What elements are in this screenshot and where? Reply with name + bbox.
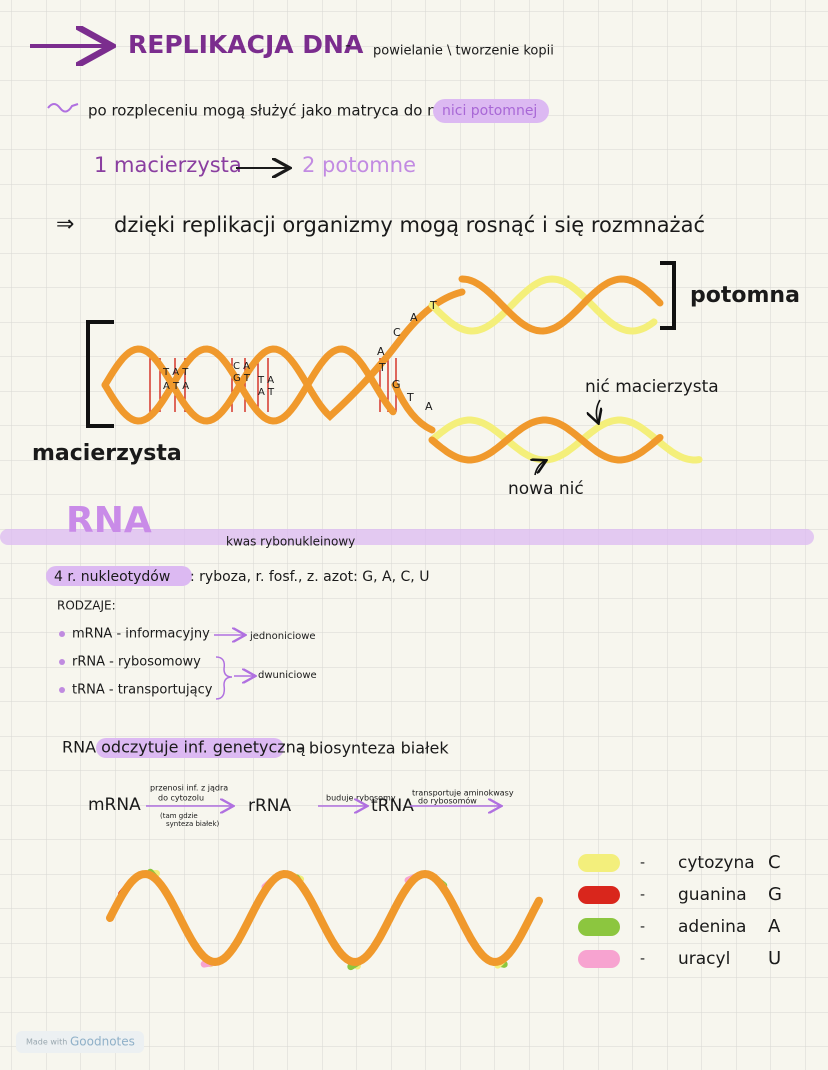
legend-swatch bbox=[578, 950, 620, 968]
legend-name: cytozyna bbox=[678, 853, 755, 873]
subtitle: kwas rybonukleinowy bbox=[226, 535, 355, 549]
note: synteza białek) bbox=[166, 820, 219, 828]
bullet bbox=[59, 687, 65, 693]
legend-letter: G bbox=[768, 884, 782, 905]
label: nowa nić bbox=[508, 479, 584, 499]
brace bbox=[215, 656, 233, 700]
bracket bbox=[86, 320, 114, 428]
strand bbox=[458, 275, 664, 335]
title-note: powielanie \ tworzenie kopii bbox=[373, 44, 554, 59]
note: buduje rybosomy bbox=[326, 794, 396, 803]
base-letter: T bbox=[378, 361, 386, 374]
text: mRNA bbox=[88, 795, 141, 815]
text: RNA odczytuje inf. genetyczną bbox=[62, 738, 306, 757]
text: 4 r. nukleotydów bbox=[54, 569, 170, 585]
legend-swatch bbox=[578, 918, 620, 936]
base-letter: T A T bbox=[162, 367, 189, 378]
highlight bbox=[433, 99, 549, 123]
legend-name: adenina bbox=[678, 917, 746, 937]
text: jednoniciowe bbox=[249, 631, 316, 642]
arrow bbox=[596, 399, 600, 422]
legend-letter: C bbox=[768, 852, 781, 873]
text: po rozpleceniu mogą służyć jako matryca … bbox=[88, 102, 472, 120]
label: nić macierzysta bbox=[585, 377, 719, 397]
legend-letter: U bbox=[768, 948, 781, 969]
legend-name: guanina bbox=[678, 885, 747, 905]
band bbox=[0, 529, 814, 545]
label: macierzysta bbox=[32, 441, 182, 466]
legend: - cytozyna C - guanina G - adenina A - uracyl U bbox=[578, 852, 782, 969]
symbol: ⇒ bbox=[56, 212, 74, 237]
legend-swatch bbox=[578, 886, 620, 904]
type: rRNA - rybosomowy bbox=[72, 655, 201, 670]
strand bbox=[101, 288, 466, 425]
base-letter: T A bbox=[257, 375, 274, 386]
base-letter: C bbox=[393, 326, 401, 339]
badge-text: Made with bbox=[26, 1038, 67, 1047]
badge-brand: Goodnotes bbox=[70, 1035, 135, 1049]
text: dwuniciowe bbox=[258, 670, 317, 681]
text: - biosynteza białek bbox=[298, 739, 449, 758]
strand bbox=[428, 416, 664, 464]
rna-strand bbox=[106, 868, 543, 971]
text: tRNA bbox=[371, 796, 414, 816]
text: rRNA bbox=[248, 796, 292, 816]
bullet bbox=[59, 659, 65, 665]
note: przenosi inf. z jądra bbox=[150, 784, 228, 793]
base-letter: A bbox=[410, 311, 418, 324]
legend-dash: - bbox=[640, 951, 645, 967]
types-list: mRNA - informacyjny rRNA - rybosomowy tRNA… bbox=[59, 627, 213, 698]
note: transportuje aminokwasy bbox=[412, 789, 514, 798]
arrow bbox=[47, 103, 79, 113]
text: 1 macierzysta bbox=[94, 153, 242, 177]
arrow bbox=[535, 461, 545, 476]
highlight bbox=[46, 566, 192, 586]
label: potomna bbox=[690, 283, 800, 308]
rna-title: RNA bbox=[66, 500, 152, 541]
base-letter: A T A bbox=[163, 381, 189, 392]
strand bbox=[391, 381, 436, 434]
text: dzięki replikacji organizmy mogą rosnąć … bbox=[114, 213, 705, 237]
text: 2 potomne bbox=[302, 153, 416, 177]
title: REPLIKACJA DNA bbox=[128, 30, 364, 59]
base-letter: G T bbox=[233, 373, 251, 384]
legend-letter: A bbox=[768, 916, 781, 937]
highlight bbox=[96, 738, 284, 758]
strand-new bbox=[428, 275, 658, 335]
dash: - bbox=[345, 36, 351, 55]
text: RODZAJE: bbox=[57, 599, 116, 613]
base-letter: C A bbox=[233, 361, 250, 372]
text: : ryboza, r. fosf., z. azot: G, A, C, U bbox=[190, 569, 429, 585]
legend-name: uracyl bbox=[678, 949, 730, 969]
base-letter: T bbox=[429, 299, 437, 312]
strand bbox=[101, 345, 397, 425]
rna-backbone bbox=[106, 869, 543, 967]
base-letter: A bbox=[377, 345, 385, 358]
note: (tam gdzie bbox=[160, 812, 198, 820]
badge bbox=[16, 1031, 144, 1053]
note: do cytozolu bbox=[158, 794, 204, 803]
legend-dash: - bbox=[640, 887, 645, 903]
highlight-text: nici potomnej bbox=[442, 103, 537, 119]
base-letter: A T bbox=[258, 387, 275, 398]
legend-dash: - bbox=[640, 855, 645, 871]
bracket bbox=[660, 261, 676, 330]
base-letter: A bbox=[425, 400, 433, 413]
note: do rybosomów bbox=[418, 796, 477, 806]
legend-swatch bbox=[578, 854, 620, 872]
legend-dash: - bbox=[640, 919, 645, 935]
base-letter: G bbox=[392, 378, 401, 391]
base-letter: T bbox=[406, 391, 414, 404]
bullet bbox=[59, 631, 65, 637]
type: mRNA - informacyjny bbox=[72, 627, 210, 642]
type: tRNA - transportujący bbox=[72, 683, 213, 698]
